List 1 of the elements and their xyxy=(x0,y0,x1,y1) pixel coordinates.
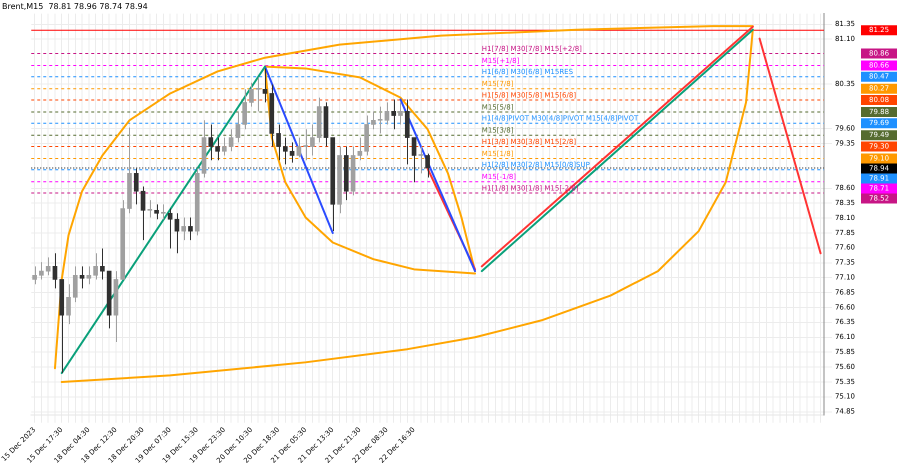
chart-title: Brent,M15 78.81 78.96 78.74 78.94 xyxy=(2,2,148,11)
